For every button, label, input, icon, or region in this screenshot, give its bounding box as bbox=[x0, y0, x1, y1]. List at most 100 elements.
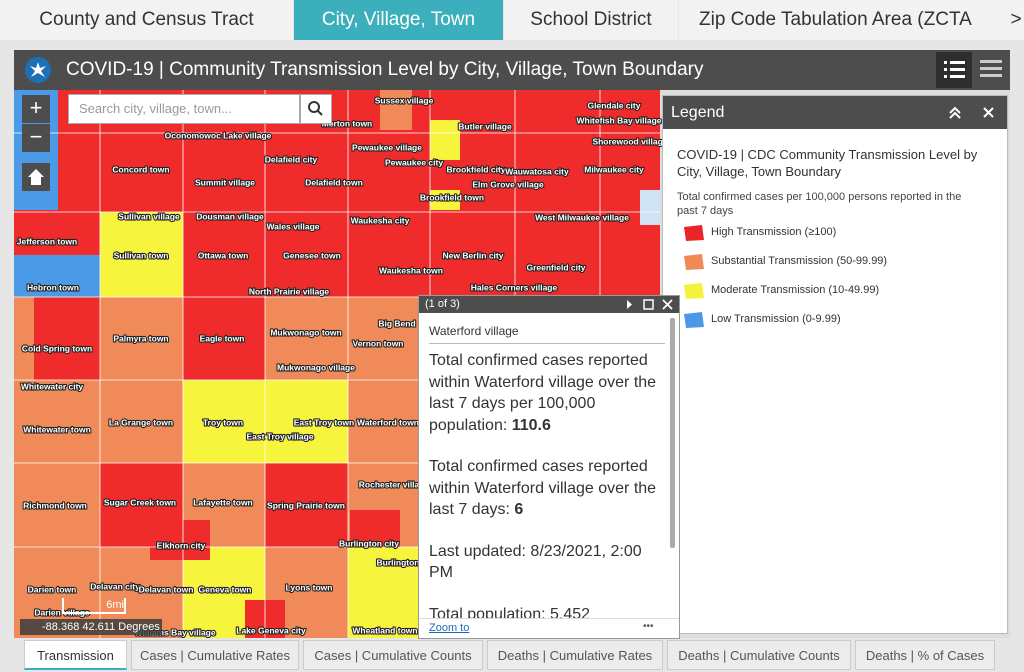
bottom-tab[interactable]: Transmission bbox=[24, 640, 127, 670]
layers-icon[interactable] bbox=[976, 54, 1008, 86]
zoom-in[interactable]: + bbox=[22, 95, 50, 123]
place-label: Wheatland town bbox=[352, 625, 417, 635]
place-label: Wauwatosa city bbox=[505, 166, 569, 176]
popup-text: Total confirmed cases reported within Wa… bbox=[429, 456, 667, 521]
legend-item: Moderate Transmission (10-49.99) bbox=[683, 282, 983, 302]
map-region bbox=[14, 380, 100, 463]
place-label: Burlington bbox=[377, 557, 420, 567]
popup-title: Waterford village bbox=[429, 324, 519, 338]
scale-bar: 6mi bbox=[62, 598, 126, 614]
place-label: Delavan town bbox=[139, 584, 194, 594]
place-label: West Milwaukee village bbox=[535, 212, 629, 222]
place-label: Cold Spring town bbox=[22, 343, 92, 353]
place-label: Genesee town bbox=[283, 250, 341, 260]
swatch-shape bbox=[684, 312, 704, 328]
map-region bbox=[348, 297, 418, 380]
map-region bbox=[14, 463, 100, 547]
tab-active[interactable]: City, Village, Town bbox=[294, 0, 503, 40]
map-region bbox=[430, 190, 460, 210]
popup-text: Total confirmed cases reported within Wa… bbox=[429, 458, 657, 518]
legend-label: Substantial Transmission (50-99.99) bbox=[711, 255, 888, 267]
place-label: Palmyra town bbox=[113, 333, 168, 343]
bottom-tab[interactable]: Deaths | Cumulative Rates bbox=[487, 640, 663, 670]
legend-subtitle: Total confirmed cases per 100,000 person… bbox=[677, 191, 962, 217]
popup-text: Total confirmed cases reported within Wa… bbox=[429, 350, 667, 436]
place-label: Mukwonago village bbox=[277, 362, 355, 372]
place-label: Milwaukee city bbox=[584, 164, 644, 174]
map-region bbox=[100, 212, 183, 297]
place-label: Pewaukee city bbox=[385, 157, 443, 167]
place-label: Sullivan town bbox=[114, 250, 169, 260]
scrollbar[interactable] bbox=[670, 318, 675, 548]
place-label: La Grange town bbox=[109, 417, 173, 427]
map-region bbox=[265, 463, 348, 547]
map-region bbox=[14, 212, 100, 255]
place-label: Whitefish Bay village bbox=[576, 115, 661, 125]
place-label: Brookfield town bbox=[420, 192, 484, 202]
bottom-tab[interactable]: Deaths | % of Cases bbox=[855, 640, 995, 670]
tab[interactable]: County and Census Tract bbox=[0, 0, 293, 40]
place-label: Sullivan village bbox=[118, 211, 180, 221]
search-icon bbox=[308, 101, 323, 116]
zoom-out[interactable]: − bbox=[22, 124, 50, 152]
zoom-to-link[interactable]: Zoom to bbox=[429, 622, 470, 634]
place-label: Waukesha city bbox=[351, 215, 410, 225]
place-label: Pewaukee village bbox=[352, 142, 422, 152]
home-button[interactable] bbox=[22, 163, 50, 191]
bottom-tab[interactable]: Cases | Cumulative Rates bbox=[131, 640, 299, 670]
place-label: Whitewater city bbox=[21, 381, 84, 391]
place-label: Vernon town bbox=[353, 338, 404, 348]
place-label: Williams Bay village bbox=[134, 627, 215, 637]
place-label: Delafield city bbox=[265, 154, 318, 164]
place-label: Greenfield city bbox=[526, 262, 585, 272]
place-label: Hebron town bbox=[27, 282, 79, 292]
tab[interactable]: School District bbox=[504, 0, 678, 40]
map-region bbox=[183, 380, 265, 463]
more-button[interactable]: ••• bbox=[643, 621, 654, 632]
place-label: Elm Grove village bbox=[472, 179, 544, 189]
search-button[interactable] bbox=[300, 94, 332, 124]
list-icon bbox=[944, 61, 965, 78]
swatch-shape bbox=[684, 225, 704, 241]
legend-controls[interactable] bbox=[947, 104, 999, 122]
place-label: Lafayette town bbox=[193, 497, 253, 507]
legend-button[interactable] bbox=[936, 52, 972, 88]
tab[interactable]: Zip Code Tabulation Area (ZCTA bbox=[679, 0, 1010, 40]
place-label: Hales Corners village bbox=[471, 282, 558, 292]
place-label: Burlington city bbox=[339, 538, 399, 548]
place-label: Merton town bbox=[322, 118, 373, 128]
legend-label: Low Transmission (0-9.99) bbox=[711, 313, 841, 325]
legend-swatch bbox=[684, 225, 704, 241]
place-label: Oconomowoc Lake village bbox=[165, 130, 272, 140]
tab-arrow[interactable]: > bbox=[1008, 0, 1024, 40]
popup-pager: (1 of 3) bbox=[425, 298, 460, 310]
bottom-tab[interactable]: Cases | Cumulative Counts bbox=[303, 640, 483, 670]
place-label: Shorewood village bbox=[592, 136, 667, 146]
place-label: Lake Geneva city bbox=[236, 625, 306, 635]
place-label: North Prairie village bbox=[249, 286, 330, 296]
coordinates: -88.368 42.611 Degrees bbox=[20, 619, 162, 635]
place-label: East Troy village bbox=[246, 431, 313, 441]
popup: (1 of 3) Waterford village Total confirm… bbox=[418, 295, 680, 639]
map-region bbox=[380, 90, 412, 130]
map-region bbox=[183, 212, 660, 297]
legend-item: Substantial Transmission (50-99.99) bbox=[683, 253, 983, 273]
legend-label: Moderate Transmission (10-49.99) bbox=[711, 284, 880, 296]
popup-controls[interactable] bbox=[624, 298, 678, 311]
legend-item: High Transmission (≥100) bbox=[683, 224, 983, 244]
place-label: Jefferson town bbox=[17, 236, 77, 246]
place-label: Whitewater town bbox=[23, 424, 91, 434]
place-label: Darien town bbox=[28, 584, 77, 594]
map-region bbox=[265, 380, 348, 463]
popup-bar: (1 of 3) bbox=[419, 296, 679, 313]
place-label: Rochester village bbox=[359, 479, 430, 489]
place-label: Waukesha town bbox=[379, 265, 443, 275]
place-label: Delavan city bbox=[90, 581, 140, 591]
map-region bbox=[14, 297, 34, 380]
place-label: Waterford town bbox=[357, 417, 419, 427]
search-input[interactable]: Search city, village, town... bbox=[68, 94, 300, 124]
map-region bbox=[348, 547, 418, 638]
bottom-tab[interactable]: Deaths | Cumulative Counts bbox=[667, 640, 851, 670]
map-region bbox=[265, 297, 348, 380]
